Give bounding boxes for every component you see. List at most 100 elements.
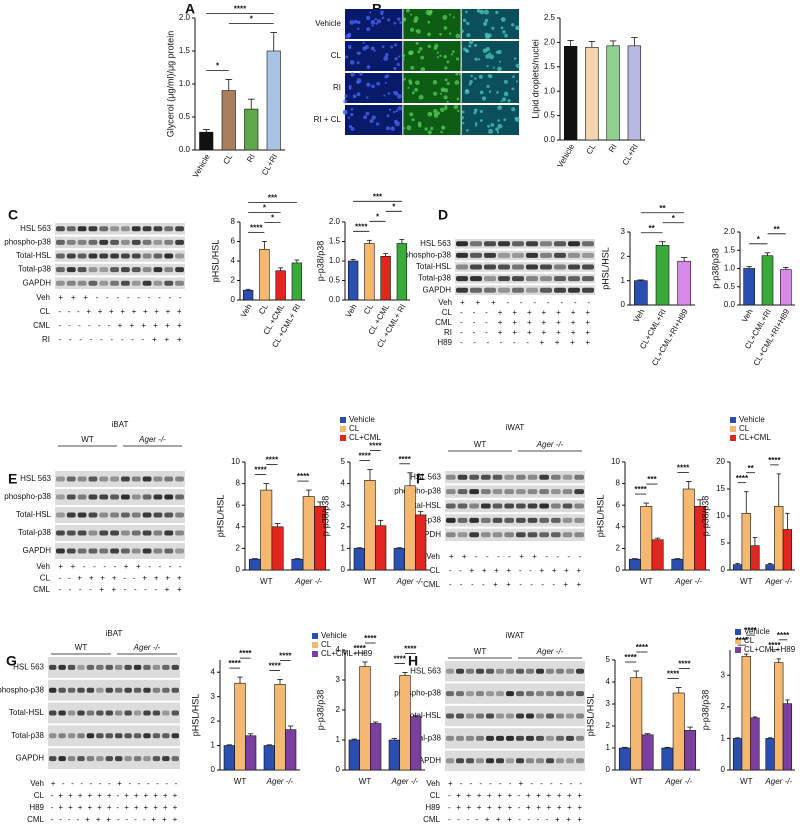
blot-band [142,239,152,245]
micrograph-speckle [356,20,361,25]
y-tick-label: 2.0 [329,217,341,226]
significance-label: * [757,235,761,244]
blot-band [67,710,76,716]
micrograph-speckle [406,8,410,13]
blot-band [516,758,524,764]
micrograph-speckle [342,109,348,115]
significance-label: **** [228,659,241,668]
micrograph-speckle [356,92,361,97]
micrograph-speckle [497,123,503,129]
blot-band [164,253,174,259]
blot-band [526,713,534,719]
blot-band [77,476,87,482]
blot-band [526,287,538,293]
blot-band [67,687,76,693]
blot-band [162,710,170,716]
x-tick-label: Ager -/- [764,577,792,586]
y-tick-label: 1.0 [544,86,556,95]
micrograph-speckle [507,99,511,103]
blot-band [153,226,163,232]
micrograph-speckle [474,57,478,61]
micrograph-speckle [407,86,410,89]
blot-band [143,687,151,693]
blot-band [456,713,464,719]
micrograph-speckle [401,18,406,22]
micrograph-speckle [511,87,515,91]
row-label: H89 [437,338,452,347]
micrograph-speckle [386,114,390,118]
legend-swatch [735,647,741,653]
blot-band [175,494,184,500]
y-tick-label: 0.0 [544,135,556,144]
micrograph-speckle [469,79,473,84]
micrograph-speckle [380,12,384,16]
y-axis-label: pHSL/HSL [595,495,605,538]
group-label: Ager -/- [536,440,564,449]
y-tick-label: 0 [616,565,621,574]
blot-band [49,710,57,716]
micrograph-speckle [439,54,442,57]
micrograph-speckle [468,44,472,48]
blot-band [171,733,179,739]
blot-band [115,710,123,716]
bar [618,747,631,771]
blot-band [121,253,130,259]
group-label: WT [474,647,487,656]
bar [750,717,760,771]
y-axis-label: pHSL/HSL [215,495,225,538]
blot-band [99,476,109,482]
micrograph-speckle [433,91,438,96]
row-signs: - - - - + + - - - - + + [58,585,181,594]
blot-band [115,687,123,693]
micrograph-speckle [376,81,381,86]
micrograph-speckle [500,100,503,103]
blot-band [486,713,494,719]
blot-band [540,252,552,258]
blot-strip [445,528,585,541]
blot-band [153,548,163,554]
blot-band [492,489,503,495]
significance-label: **** [358,452,371,461]
panel-letter: F [416,471,425,487]
legend-swatch [312,642,318,648]
blot-band [67,733,76,739]
blot-band [496,758,504,764]
blot-band [574,503,584,509]
blot-band [481,474,491,480]
blot-band [562,517,573,523]
blot-band [496,735,504,741]
blot-band [77,687,85,693]
blot-band [56,548,65,554]
legend-swatch [312,633,318,639]
blot-band [516,735,524,741]
micrograph-speckle [418,47,423,51]
row-signs: - - - + + + + + + + + + [58,307,181,316]
bar [672,692,685,771]
blot-band [99,530,109,536]
row-label: CML [33,321,50,330]
bar [782,529,793,571]
blot-band [175,280,184,286]
blot-band [88,494,98,500]
blot-band [516,532,526,538]
y-tick-label: 15 [716,484,725,493]
blot-band [566,735,574,741]
micrograph-speckle [411,118,415,122]
y-tick-label: 3 [721,670,726,679]
micrograph-speckle [489,54,495,60]
blot-band [536,735,544,741]
blot-band [143,710,151,716]
bar [782,703,793,771]
bar [774,662,784,771]
blot-band [456,691,464,697]
micrograph-speckle [503,118,507,122]
blot-band [152,733,161,739]
y-axis-label: p-p38/p38 [710,248,720,289]
blot-band [86,687,95,693]
blot-label: Total-p38 [18,265,51,274]
blot-band [498,252,510,258]
blot-band [96,733,104,739]
blot-band [142,226,152,232]
bar [291,262,303,301]
micrograph-speckle [496,131,500,134]
